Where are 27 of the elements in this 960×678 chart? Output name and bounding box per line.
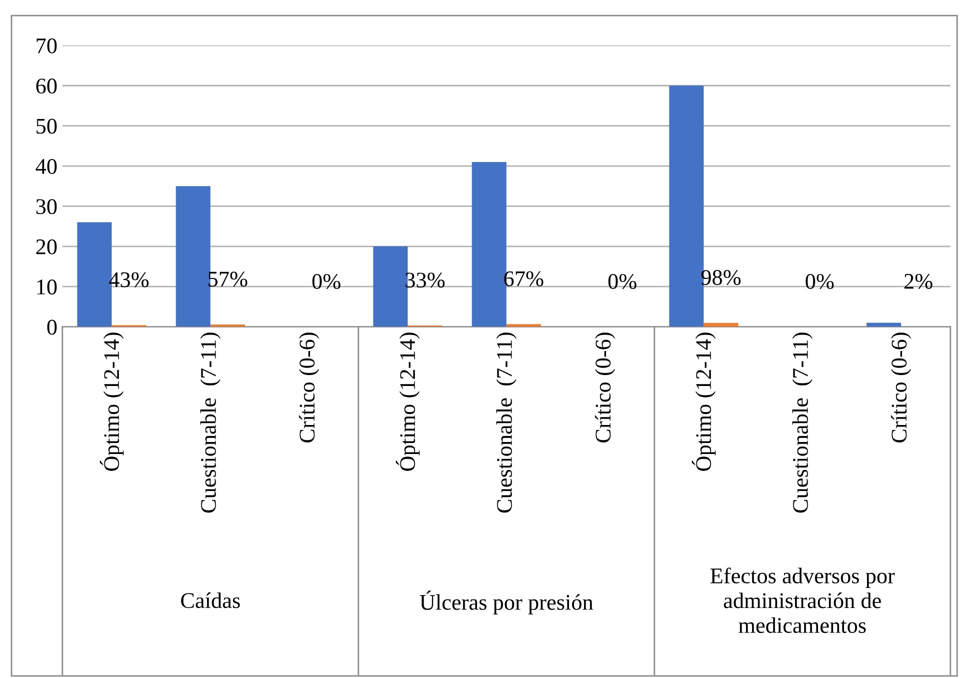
x-tick-label: Crítico (0-6) <box>594 332 616 442</box>
text: Efectos adversos por administración de medicamentos <box>710 568 895 633</box>
y-tick-label: 50 <box>36 118 57 134</box>
text: Caídas <box>181 592 240 608</box>
x-tick-label: Cuestionable (7-11) <box>200 332 220 513</box>
x-tick-label: Cuestionable (7-11) <box>496 332 516 513</box>
x-tick-label: Óptimo (12-14) <box>396 332 420 471</box>
data-label: 0% <box>312 274 340 290</box>
y-tick-label: 40 <box>36 158 57 174</box>
bar <box>506 324 541 327</box>
x-tick-label: Crítico (0-6) <box>298 332 320 442</box>
data-label: 2% <box>904 274 932 289</box>
y-tick-label: 10 <box>37 280 57 295</box>
data-label: 0% <box>608 274 636 290</box>
y-tick-label: 0 <box>47 320 57 335</box>
data-label: 0% <box>806 274 834 290</box>
x-tick-label: Óptimo (12-14) <box>692 332 716 471</box>
y-tick-label: 70 <box>36 38 57 54</box>
x-tick-label: Óptimo (12-14) <box>100 332 124 471</box>
y-tick-label: 30 <box>36 199 57 214</box>
bar <box>704 322 738 327</box>
y-tick-label: 60 <box>36 78 57 94</box>
x-tick-label: Cuestionable (7-11) <box>792 332 812 513</box>
text: Úlceras por presión <box>420 590 594 614</box>
bar <box>176 186 210 327</box>
y-tick-label: 20 <box>36 239 57 254</box>
x-tick-label: Crítico (0-6) <box>890 332 912 442</box>
